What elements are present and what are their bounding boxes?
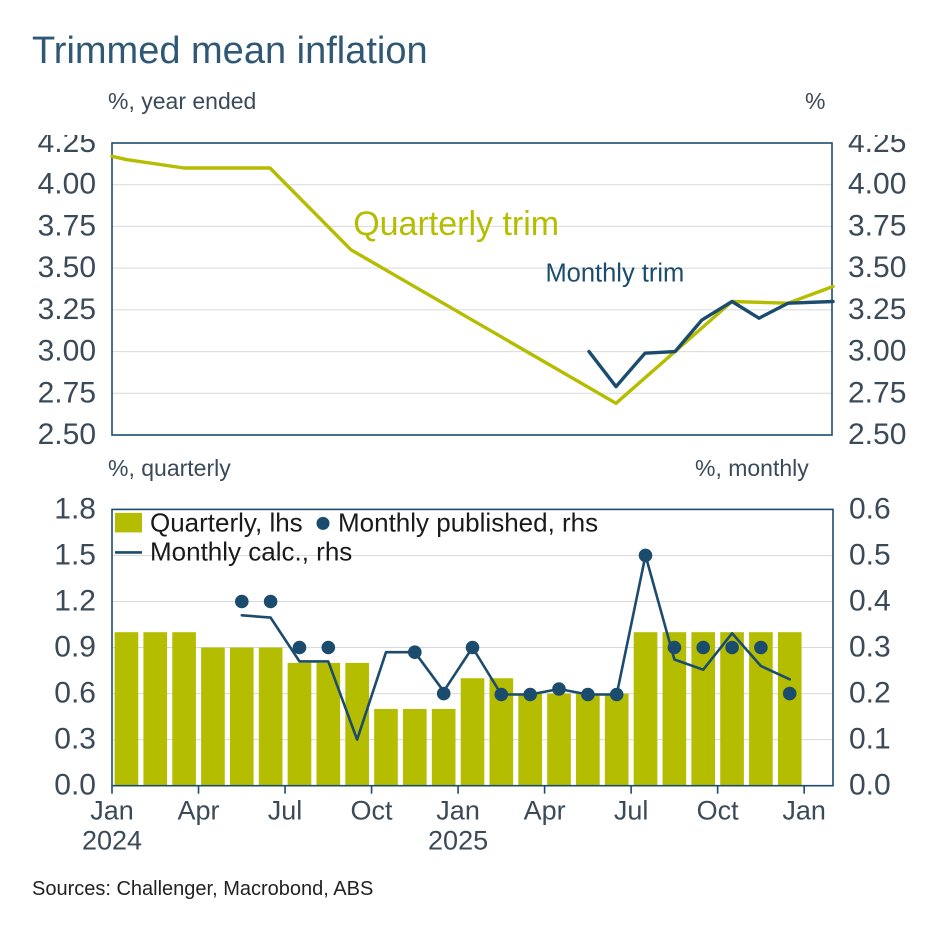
svg-text:Jul: Jul <box>268 796 303 826</box>
svg-text:Quarterly trim: Quarterly trim <box>353 205 559 243</box>
svg-text:3.00: 3.00 <box>848 335 906 368</box>
svg-text:3.75: 3.75 <box>848 209 906 242</box>
svg-text:Monthly published, rhs: Monthly published, rhs <box>338 507 598 537</box>
svg-text:Monthly trim: Monthly trim <box>545 259 684 287</box>
svg-text:4.25: 4.25 <box>848 135 906 159</box>
svg-text:0.5: 0.5 <box>849 538 891 571</box>
svg-text:3.25: 3.25 <box>848 293 906 326</box>
svg-text:Monthly calc., rhs: Monthly calc., rhs <box>150 536 352 566</box>
svg-text:2.50: 2.50 <box>848 418 906 451</box>
svg-text:0.2: 0.2 <box>849 677 891 710</box>
svg-text:2024: 2024 <box>82 826 142 856</box>
svg-text:2025: 2025 <box>428 826 488 856</box>
svg-text:3.50: 3.50 <box>38 251 96 284</box>
svg-text:0.3: 0.3 <box>54 723 96 756</box>
svg-text:Jul: Jul <box>614 796 649 826</box>
svg-text:0.0: 0.0 <box>849 769 891 802</box>
svg-text:0.3: 0.3 <box>849 631 891 664</box>
svg-text:Oct: Oct <box>351 796 394 826</box>
svg-text:4.00: 4.00 <box>848 168 906 201</box>
svg-text:2.50: 2.50 <box>38 418 96 451</box>
svg-text:1.2: 1.2 <box>54 585 96 618</box>
svg-text:0.4: 0.4 <box>849 585 891 618</box>
svg-text:0.9: 0.9 <box>54 631 96 664</box>
svg-text:3.50: 3.50 <box>848 251 906 284</box>
svg-text:0.6: 0.6 <box>54 677 96 710</box>
svg-text:2.75: 2.75 <box>38 376 96 409</box>
svg-text:Apr: Apr <box>524 796 566 826</box>
svg-text:Jan: Jan <box>436 796 480 826</box>
svg-text:3.75: 3.75 <box>38 209 96 242</box>
svg-text:4.00: 4.00 <box>38 168 96 201</box>
svg-text:1.5: 1.5 <box>54 538 96 571</box>
svg-text:4.25: 4.25 <box>38 135 96 159</box>
svg-text:Quarterly, lhs: Quarterly, lhs <box>150 507 303 537</box>
svg-text:0.6: 0.6 <box>849 495 891 525</box>
svg-text:3.00: 3.00 <box>38 335 96 368</box>
svg-text:0.1: 0.1 <box>849 723 891 756</box>
svg-text:Jan: Jan <box>90 796 134 826</box>
svg-text:2.75: 2.75 <box>848 376 906 409</box>
svg-text:Oct: Oct <box>697 796 740 826</box>
svg-text:3.25: 3.25 <box>38 293 96 326</box>
svg-text:Apr: Apr <box>178 796 220 826</box>
svg-text:1.8: 1.8 <box>54 495 96 525</box>
svg-text:Jan: Jan <box>782 796 826 826</box>
